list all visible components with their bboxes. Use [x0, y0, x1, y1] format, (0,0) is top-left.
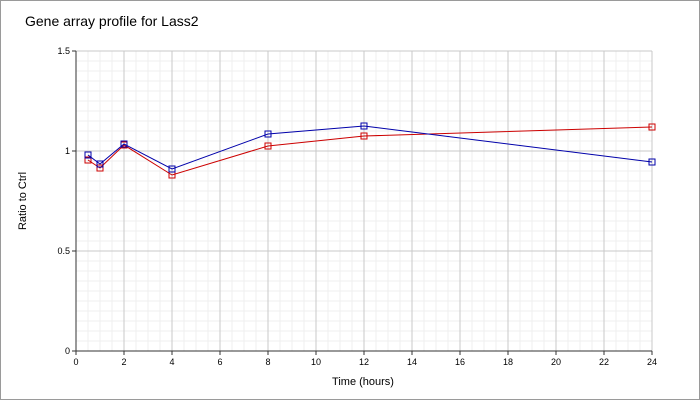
- x-tick-label: 6: [217, 357, 222, 367]
- data-point-marker: [84, 156, 92, 164]
- series-2: [84, 122, 656, 173]
- chart-title: Gene array profile for Lass2: [25, 13, 199, 29]
- x-tick-label: 24: [647, 357, 657, 367]
- x-axis-ticks: 0 2 4 6 8 10 12 14 16 18 20 22 24: [73, 351, 657, 367]
- x-tick-label: 22: [599, 357, 609, 367]
- x-tick-label: 18: [503, 357, 513, 367]
- data-point-marker: [264, 130, 272, 138]
- x-tick-label: 0: [73, 357, 78, 367]
- y-axis-ticks: 0 0.5 1 1.5: [57, 46, 76, 356]
- y-axis-label: Ratio to Ctrl: [17, 172, 29, 230]
- series-layer: [84, 122, 656, 179]
- data-point-marker: [96, 160, 104, 168]
- data-point-marker: [648, 158, 656, 166]
- data-point-marker: [360, 122, 368, 130]
- y-tick-label: 1: [65, 146, 70, 156]
- x-tick-label: 4: [169, 357, 174, 367]
- y-tick-label: 1.5: [57, 46, 70, 56]
- x-tick-label: 12: [359, 357, 369, 367]
- x-tick-label: 8: [265, 357, 270, 367]
- y-tick-label: 0: [65, 346, 70, 356]
- data-point-marker: [84, 151, 92, 159]
- x-tick-label: 14: [407, 357, 417, 367]
- x-tick-label: 16: [455, 357, 465, 367]
- data-point-marker: [648, 123, 656, 131]
- y-tick-label: 0.5: [57, 246, 70, 256]
- x-tick-label: 2: [121, 357, 126, 367]
- data-point-marker: [264, 142, 272, 150]
- x-tick-label: 20: [551, 357, 561, 367]
- x-axis-label: Time (hours): [332, 376, 394, 388]
- data-point-marker: [120, 140, 128, 148]
- series-line: [87, 126, 653, 176]
- x-tick-label: 10: [311, 357, 321, 367]
- data-point-marker: [168, 165, 176, 173]
- data-point-marker: [96, 164, 104, 172]
- series-line: [87, 125, 653, 170]
- data-point-marker: [360, 132, 368, 140]
